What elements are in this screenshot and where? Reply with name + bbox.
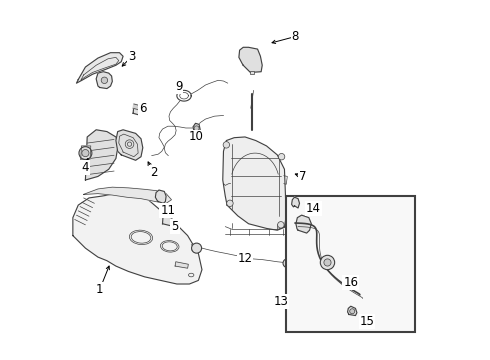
Circle shape <box>223 141 230 148</box>
Circle shape <box>320 255 335 270</box>
Polygon shape <box>85 130 118 180</box>
Text: 3: 3 <box>128 50 136 63</box>
Circle shape <box>192 243 201 253</box>
Polygon shape <box>84 187 172 203</box>
Polygon shape <box>296 215 311 233</box>
Polygon shape <box>223 137 286 230</box>
Polygon shape <box>155 190 166 203</box>
Polygon shape <box>175 262 188 268</box>
Polygon shape <box>116 130 143 160</box>
Polygon shape <box>96 72 112 89</box>
Polygon shape <box>133 106 142 116</box>
Text: 15: 15 <box>360 315 374 328</box>
Circle shape <box>278 153 285 160</box>
Text: 1: 1 <box>96 283 103 296</box>
Polygon shape <box>163 212 172 218</box>
Circle shape <box>283 259 292 267</box>
Text: 12: 12 <box>238 252 252 265</box>
Polygon shape <box>193 123 200 134</box>
Circle shape <box>227 200 233 207</box>
Circle shape <box>79 147 92 159</box>
Bar <box>286 196 416 332</box>
Text: 2: 2 <box>150 166 157 179</box>
Circle shape <box>127 142 132 146</box>
Bar <box>250 71 254 74</box>
Circle shape <box>324 259 331 266</box>
Circle shape <box>278 222 284 228</box>
Text: 4: 4 <box>82 161 89 174</box>
Text: 13: 13 <box>273 296 288 309</box>
Text: 11: 11 <box>160 204 175 217</box>
Circle shape <box>82 149 89 157</box>
Circle shape <box>194 126 199 131</box>
Text: 10: 10 <box>189 130 204 144</box>
Text: 14: 14 <box>306 202 320 215</box>
Text: 8: 8 <box>292 30 299 43</box>
Polygon shape <box>347 306 357 316</box>
Text: 5: 5 <box>172 220 179 233</box>
Polygon shape <box>76 53 123 83</box>
Circle shape <box>350 309 355 314</box>
Polygon shape <box>163 214 172 226</box>
Text: 6: 6 <box>139 102 147 115</box>
Polygon shape <box>292 197 299 208</box>
Circle shape <box>101 77 108 84</box>
Polygon shape <box>133 104 142 111</box>
Text: 9: 9 <box>175 80 182 93</box>
Polygon shape <box>239 47 262 72</box>
Text: 16: 16 <box>343 276 358 289</box>
Polygon shape <box>81 146 91 159</box>
Polygon shape <box>73 189 202 284</box>
Text: 7: 7 <box>298 170 306 183</box>
